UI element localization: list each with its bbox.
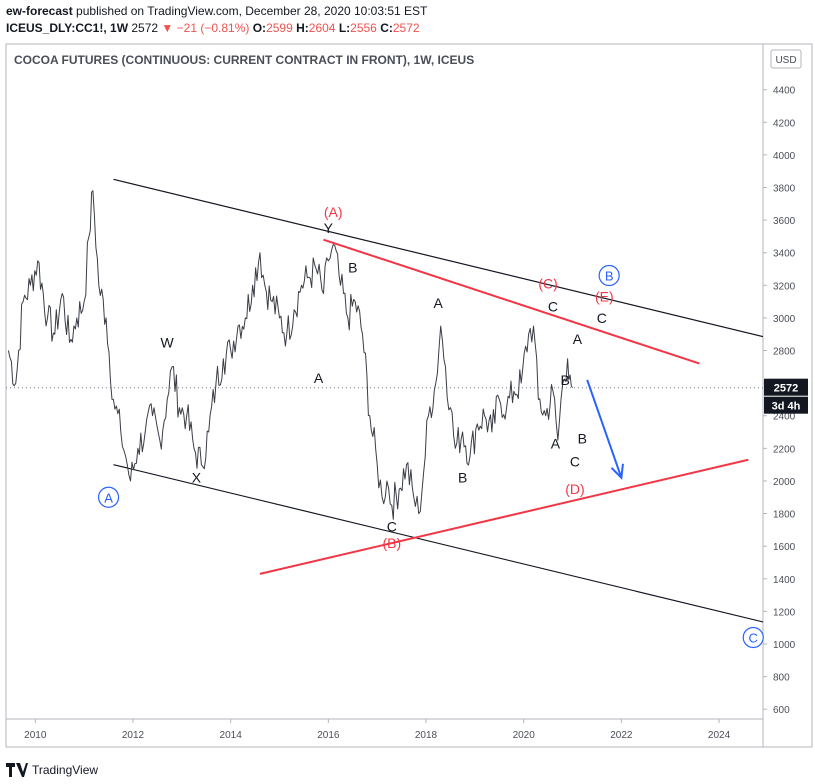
chart-title: COCOA FUTURES (CONTINUOUS: CURRENT CONTR… [14,53,474,67]
wave-label[interactable]: (C) [538,276,557,292]
y-tick-label: 800 [773,673,790,684]
x-tick-label: 2010 [24,730,47,741]
countdown-tag [764,396,808,414]
wave-label[interactable]: B [578,430,587,446]
time-axis-frame [5,718,764,748]
y-tick-label: 2000 [773,477,796,488]
y-tick-label: 1600 [773,542,796,553]
forecast-arrow-line[interactable] [586,379,623,479]
price-axis-frame [762,43,813,748]
low-value: 2556 [350,21,377,35]
wave-label[interactable]: (D) [565,481,584,497]
x-tick-label: 2016 [317,730,340,741]
x-tick-label: 2018 [415,730,438,741]
y-tick-label: 1800 [773,510,796,521]
y-tick-label: 3200 [773,281,796,292]
high-value: 2604 [308,21,336,35]
author-name[interactable]: ew-forecast [6,4,73,18]
wave-label[interactable]: A [434,295,444,311]
wave-label[interactable]: (E) [595,289,614,305]
wave-label[interactable]: B [348,259,357,275]
circled-wave-label: B [605,269,614,284]
triangle-lower-line[interactable] [259,458,749,575]
wave-label[interactable]: W [161,334,175,350]
y-tick-label: 2400 [773,412,796,423]
x-tick-label: 2024 [708,730,731,741]
wave-label[interactable]: (B) [382,535,401,551]
x-tick-label: 2020 [513,730,536,741]
y-tick-label: 1400 [773,575,796,586]
y-tick-label: 3000 [773,314,796,325]
publish-info: ew-forecast published on TradingView.com… [6,4,427,18]
y-tick-label: 2800 [773,347,796,358]
circled-wave-marker[interactable] [742,626,764,649]
plot-frame [5,43,764,720]
currency-badge[interactable] [770,49,802,69]
last-price: 2572 [131,21,159,35]
low-label: L: [338,21,351,35]
wave-label[interactable]: Y [324,220,334,236]
close-label: C: [380,21,393,35]
last-price-tag-label: 2572 [774,383,798,395]
y-tick-label: 1200 [773,607,796,618]
tradingview-footer[interactable]: TradingView [6,760,98,780]
down-triangle-icon: ▼ [161,21,174,35]
open-label: O: [252,21,267,35]
y-tick-label: 3800 [773,183,796,194]
y-tick-label: 3600 [773,216,796,227]
close-value: 2572 [392,21,420,35]
circled-wave-label: C [749,630,758,645]
y-tick-label: 4400 [773,86,796,97]
countdown-tag-label: 3d 4h [772,401,801,413]
price-series-line [7,190,573,520]
tradingview-brand: TradingView [32,763,99,777]
symbol-legend: ICEUS_DLY:CC1!, 1W 2572 ▼ −21 (−0.81%) O… [6,21,420,35]
wave-label[interactable]: B [561,372,570,388]
high-label: H: [296,21,309,35]
y-tick-label: 4000 [773,151,796,162]
wave-label[interactable]: C [387,519,397,535]
publish-line: published on TradingView.com, December 2… [76,4,428,18]
x-tick-label: 2022 [610,730,633,741]
wave-label[interactable]: A [314,370,324,386]
circled-wave-label: A [104,490,113,505]
wave-label[interactable]: A [573,331,583,347]
y-tick-label: 2200 [773,444,796,455]
y-tick-label: 4200 [773,118,796,129]
price-change: −21 (−0.81%) [176,21,250,35]
forecast-arrow-head [610,463,624,480]
tradingview-logo-icon [6,763,28,777]
circled-wave-marker[interactable] [598,264,620,287]
symbol-name[interactable]: ICEUS_DLY:CC1!, 1W [6,21,129,35]
y-tick-label: 600 [773,705,790,716]
last-price-tag [764,378,808,396]
wave-label[interactable]: C [597,310,607,326]
y-tick-label: 3400 [773,249,796,260]
wave-label[interactable]: C [548,298,558,314]
triangle-upper-line[interactable] [323,238,700,365]
wave-label[interactable]: B [458,470,467,486]
wave-label[interactable]: X [192,470,202,486]
circled-wave-marker[interactable] [97,486,120,508]
channel-upper-line[interactable] [113,178,807,347]
y-tick-label: 1000 [773,640,796,651]
x-tick-label: 2014 [220,730,243,741]
currency-label: USD [775,55,796,66]
wave-label[interactable]: (A) [324,204,343,220]
wave-label[interactable]: C [570,453,580,469]
wave-label[interactable]: A [551,435,561,451]
x-tick-label: 2012 [122,730,145,741]
open-value: 2599 [266,21,293,35]
channel-lower-line[interactable] [113,464,807,633]
